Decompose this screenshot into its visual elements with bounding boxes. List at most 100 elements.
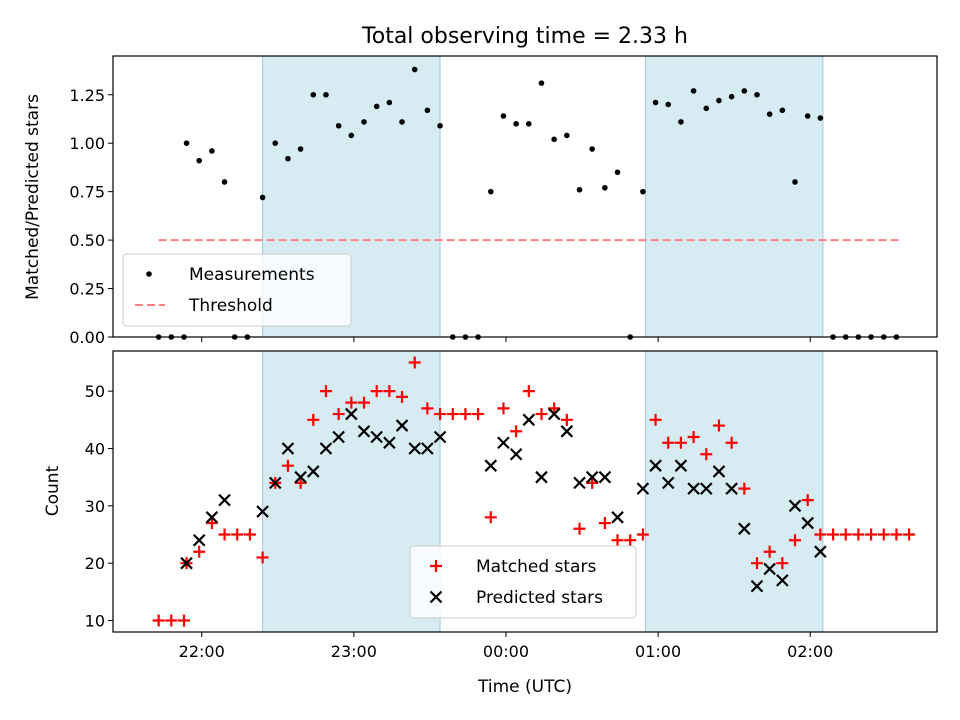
matched-stars-point-55 — [839, 528, 852, 541]
matched-stars-point-29 — [510, 425, 523, 438]
measurements-point-14 — [323, 91, 329, 98]
matched-stars-point-8 — [243, 528, 256, 541]
measurements-point-17 — [361, 119, 367, 125]
measurements-point-21 — [411, 66, 418, 73]
measurements-point-30 — [526, 121, 532, 127]
top-y-tick-label-1: 0.25 — [69, 280, 105, 299]
predicted-stars-point-10 — [332, 430, 345, 444]
predicted-stars-point-44 — [814, 545, 827, 558]
bottom-axes-frame — [112, 350, 938, 633]
bottom-x-tick-label-3: 01:00 — [635, 642, 681, 661]
bottom-x-tick-label-2: 00:00 — [483, 642, 529, 661]
bottom-y-tick-label-3: 40 — [85, 439, 105, 458]
matched-stars-point-30 — [522, 385, 535, 398]
matched-stars-point-41 — [662, 436, 675, 449]
predicted-stars-point-23 — [535, 470, 548, 484]
predicted-stars-point-4 — [256, 505, 269, 518]
top-y-axis-label: Matched/Predicted stars — [23, 94, 43, 300]
measurements-point-31 — [538, 80, 545, 86]
measurements-point-13 — [310, 91, 317, 98]
predicted-stars-point-38 — [738, 522, 751, 536]
matched-stars-point-0 — [152, 614, 165, 627]
measurements-point-51 — [792, 179, 798, 185]
matched-stars-point-50 — [776, 557, 789, 570]
top-legend-label-0: Measurements — [189, 265, 315, 285]
predicted-stars-point-26 — [573, 476, 586, 490]
top-axes-frame — [112, 55, 938, 338]
predicted-stars-point-33 — [674, 459, 688, 472]
matched-stars-point-7 — [231, 528, 244, 541]
measurements-point-42 — [678, 119, 684, 125]
measurements-point-40 — [652, 99, 659, 106]
predicted-stars-point-41 — [776, 574, 789, 587]
matched-stars-point-60 — [903, 528, 916, 541]
top-legend-label-1: Threshold — [188, 296, 273, 316]
measurements-point-11 — [285, 155, 291, 162]
measurements-point-46 — [728, 93, 735, 100]
measurements-point-34 — [576, 186, 583, 193]
top-shaded-interval-1 — [644, 55, 824, 338]
matched-stars-point-54 — [827, 528, 840, 541]
matched-stars-point-43 — [687, 431, 700, 444]
matched-stars-point-4 — [193, 545, 206, 558]
predicted-stars-point-1 — [192, 533, 206, 547]
predicted-stars-point-14 — [383, 436, 396, 450]
predicted-stars-point-40 — [763, 562, 776, 576]
bottom-legend-marker-1 — [429, 590, 443, 604]
measurements-point-36 — [602, 184, 608, 191]
matched-stars-point-23 — [434, 408, 447, 421]
matched-stars-point-39 — [636, 528, 649, 541]
matched-stars-point-37 — [611, 534, 624, 547]
measurements-point-45 — [716, 97, 722, 104]
matched-stars-point-38 — [624, 534, 637, 547]
matched-stars-point-19 — [383, 385, 396, 398]
measurements-point-48 — [754, 91, 760, 98]
matched-stars-point-58 — [877, 528, 890, 541]
matched-stars-point-20 — [396, 390, 409, 403]
measurements-point-22 — [424, 107, 431, 114]
bottom-legend-box — [409, 545, 637, 619]
predicted-stars-point-43 — [801, 516, 814, 530]
matched-stars-point-1 — [165, 614, 178, 627]
matched-stars-point-12 — [294, 476, 307, 489]
matched-stars-point-11 — [281, 459, 294, 472]
matched-stars-point-31 — [535, 408, 548, 421]
predicted-stars-point-35 — [700, 482, 713, 495]
measurements-point-32 — [551, 136, 557, 143]
measurements-point-10 — [272, 140, 279, 147]
predicted-stars-point-17 — [421, 442, 434, 455]
matched-stars-point-22 — [421, 402, 434, 415]
top-legend-marker-0 — [146, 271, 152, 277]
predicted-stars-point-39 — [750, 579, 764, 593]
measurements-point-28 — [500, 113, 507, 119]
matched-stars-point-56 — [852, 528, 865, 541]
matched-stars-point-32 — [548, 402, 561, 415]
matched-stars-point-47 — [738, 482, 751, 495]
predicted-stars-point-11 — [345, 407, 358, 421]
predicted-stars-point-12 — [357, 425, 371, 438]
bottom-x-tick-label-1: 23:00 — [331, 642, 377, 661]
bottom-y-tick-label-2: 30 — [85, 497, 105, 516]
matched-stars-point-51 — [789, 534, 802, 547]
matched-stars-point-52 — [801, 494, 814, 507]
matched-stars-point-15 — [332, 408, 345, 421]
matched-stars-point-45 — [712, 419, 725, 432]
matched-stars-point-49 — [763, 545, 776, 558]
matched-stars-point-36 — [598, 517, 611, 530]
top-panel: 0.00 0.25 0.50 0.75 1.00 1.25 Measurements Thre… — [69, 55, 938, 347]
measurements-point-52 — [804, 113, 811, 119]
measurements-point-39 — [640, 188, 646, 195]
predicted-stars-point-42 — [788, 499, 802, 513]
measurements-point-50 — [779, 107, 786, 114]
predicted-stars-point-21 — [509, 447, 523, 461]
bottom-legend-label-0: Matched stars — [476, 557, 596, 577]
matched-stars-point-33 — [560, 413, 573, 426]
measurements-point-20 — [399, 119, 405, 125]
top-y-tick-label-2: 0.50 — [69, 231, 105, 250]
matched-stars-point-34 — [573, 522, 586, 535]
bottom-legend-label-1: Predicted stars — [476, 588, 603, 608]
bottom-legend-marker-0 — [430, 560, 442, 572]
predicted-stars-point-6 — [281, 442, 295, 455]
matched-stars-point-6 — [218, 528, 231, 541]
